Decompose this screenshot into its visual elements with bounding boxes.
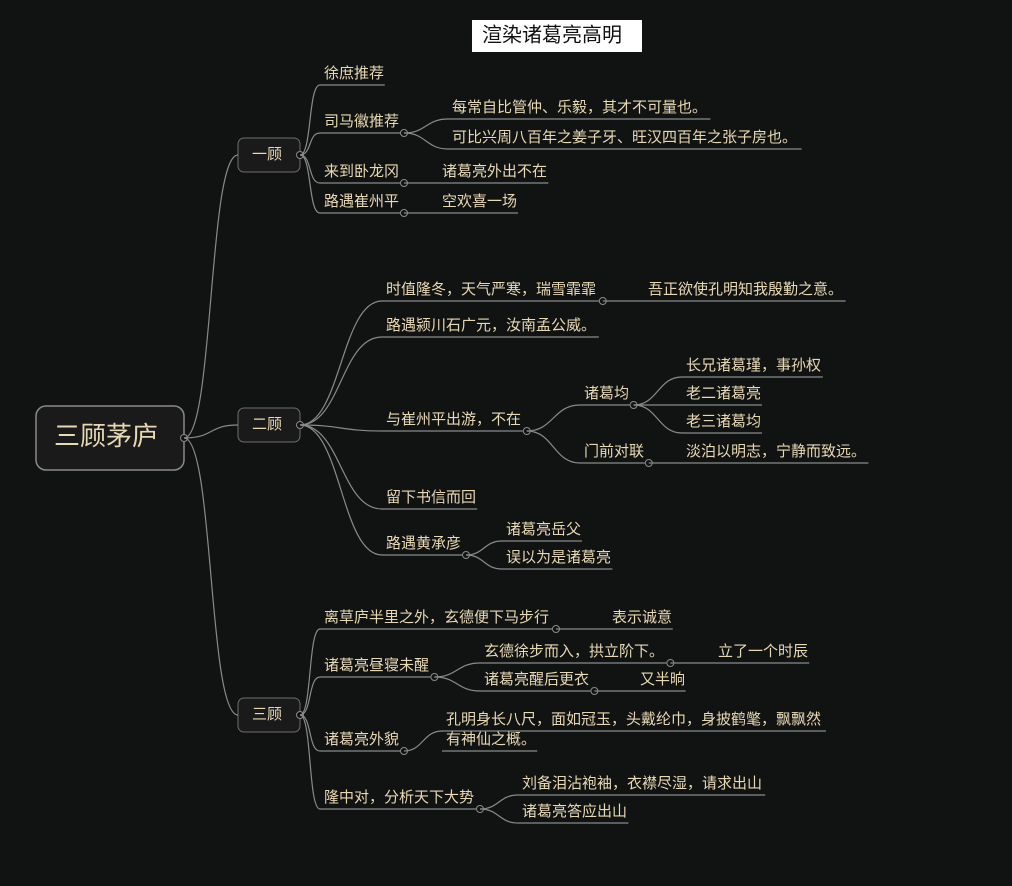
leaf-25: 玄德徐步而入，拱立阶下。: [484, 642, 664, 660]
leaf-21: 误以为是诸葛亮: [506, 549, 611, 566]
leaf-20: 诸葛亮岳父: [506, 521, 581, 538]
leaf-5: 诸葛亮外出不在: [442, 163, 547, 180]
leaf-15: 老三诸葛均: [686, 413, 761, 430]
link-leaf: [404, 731, 442, 751]
leaf-12: 诸葛均: [584, 385, 629, 402]
link-root-branch: [184, 438, 238, 715]
link-leaf: [527, 405, 580, 431]
link-leaf: [634, 405, 682, 433]
leaf-31: 有神仙之概。: [446, 731, 536, 748]
leaf-16: 门前对联: [584, 443, 644, 460]
link-root-branch: [184, 425, 238, 438]
link-leaf: [480, 795, 518, 809]
leaf-29: 诸葛亮外貌: [324, 731, 399, 748]
leaf-11: 与崔州平出游，不在: [386, 411, 521, 428]
link-leaf: [466, 541, 502, 555]
leaf-14: 老二诸葛亮: [686, 385, 761, 402]
link-leaf: [300, 715, 320, 751]
root-label: 三顾茅庐: [54, 421, 158, 451]
link-leaf: [300, 425, 382, 509]
link-leaf: [466, 555, 502, 569]
leaf-28: 又半晌: [640, 671, 685, 688]
leaf-24: 诸葛亮昼寝未醒: [324, 656, 429, 674]
branch-label-2: 二顾: [252, 416, 282, 433]
link-root-branch: [184, 155, 238, 438]
leaf-17: 淡泊以明志，宁静而致远。: [686, 443, 866, 460]
leaf-1: 司马徽推荐: [324, 113, 399, 130]
leaf-19: 路遇黄承彦: [386, 535, 461, 552]
link-leaf: [434, 677, 480, 691]
link-leaf: [300, 677, 320, 715]
branch-label-3: 三顾: [252, 706, 282, 723]
link-leaf: [527, 431, 580, 463]
link-leaf: [300, 133, 320, 155]
leaf-22: 离草庐半里之外，玄德便下马步行: [324, 608, 549, 626]
leaf-8: 时值隆冬，天气严寒，瑞雪霏霏: [386, 280, 596, 298]
leaf-26: 立了一个时辰: [718, 643, 808, 660]
link-leaf: [300, 155, 320, 213]
leaf-27: 诸葛亮醒后更衣: [484, 671, 589, 688]
link-leaf: [404, 119, 448, 133]
leaf-10: 路遇颍川石广元，汝南孟公威。: [386, 317, 596, 334]
leaf-33: 刘备泪沾袍袖，衣襟尽湿，请求出山: [522, 775, 762, 792]
leaf-34: 诸葛亮答应出山: [522, 802, 627, 820]
leaf-32: 隆中对，分析天下大势: [324, 789, 474, 806]
link-leaf: [300, 715, 320, 809]
leaf-7: 空欢喜一场: [442, 193, 517, 210]
leaf-18: 留下书信而回: [386, 489, 476, 506]
highlight-label: 渲染诸葛亮高明: [482, 23, 622, 46]
branch-label-1: 一顾: [252, 146, 282, 163]
link-leaf: [300, 425, 382, 555]
link-leaf: [434, 663, 480, 677]
link-leaf: [634, 377, 682, 405]
leaf-0: 徐庶推荐: [324, 65, 384, 82]
link-leaf: [300, 629, 320, 715]
leaf-2: 每常自比管仲、乐毅，其才不可量也。: [452, 99, 707, 116]
link-leaf: [404, 133, 448, 149]
link-leaf: [300, 155, 320, 183]
leaf-9: 吾正欲使孔明知我殷勤之意。: [648, 280, 843, 298]
link-leaf: [300, 301, 382, 425]
link-leaf: [480, 809, 518, 823]
leaf-3: 可比兴周八百年之姜子牙、旺汉四百年之张子房也。: [452, 129, 797, 146]
leaf-4: 来到卧龙冈: [324, 163, 399, 180]
leaf-13: 长兄诸葛瑾，事孙权: [686, 357, 821, 374]
link-leaf: [300, 337, 382, 425]
leaf-30: 孔明身长八尺，面如冠玉，头戴纶巾，身披鹤氅，飘飘然: [446, 711, 821, 728]
leaf-23: 表示诚意: [612, 608, 672, 626]
leaf-6: 路遇崔州平: [324, 193, 399, 210]
